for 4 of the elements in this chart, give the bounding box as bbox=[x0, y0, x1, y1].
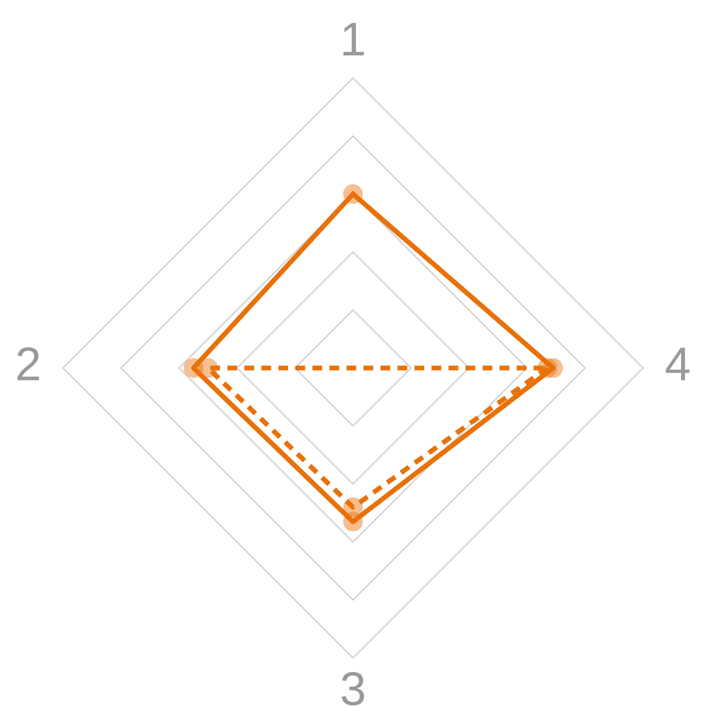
spoke-label: 2 bbox=[17, 347, 39, 380]
spoke-label: 1 bbox=[343, 22, 364, 56]
spoke-label: 3 bbox=[342, 672, 364, 706]
spoke-label: 4 bbox=[666, 348, 690, 380]
